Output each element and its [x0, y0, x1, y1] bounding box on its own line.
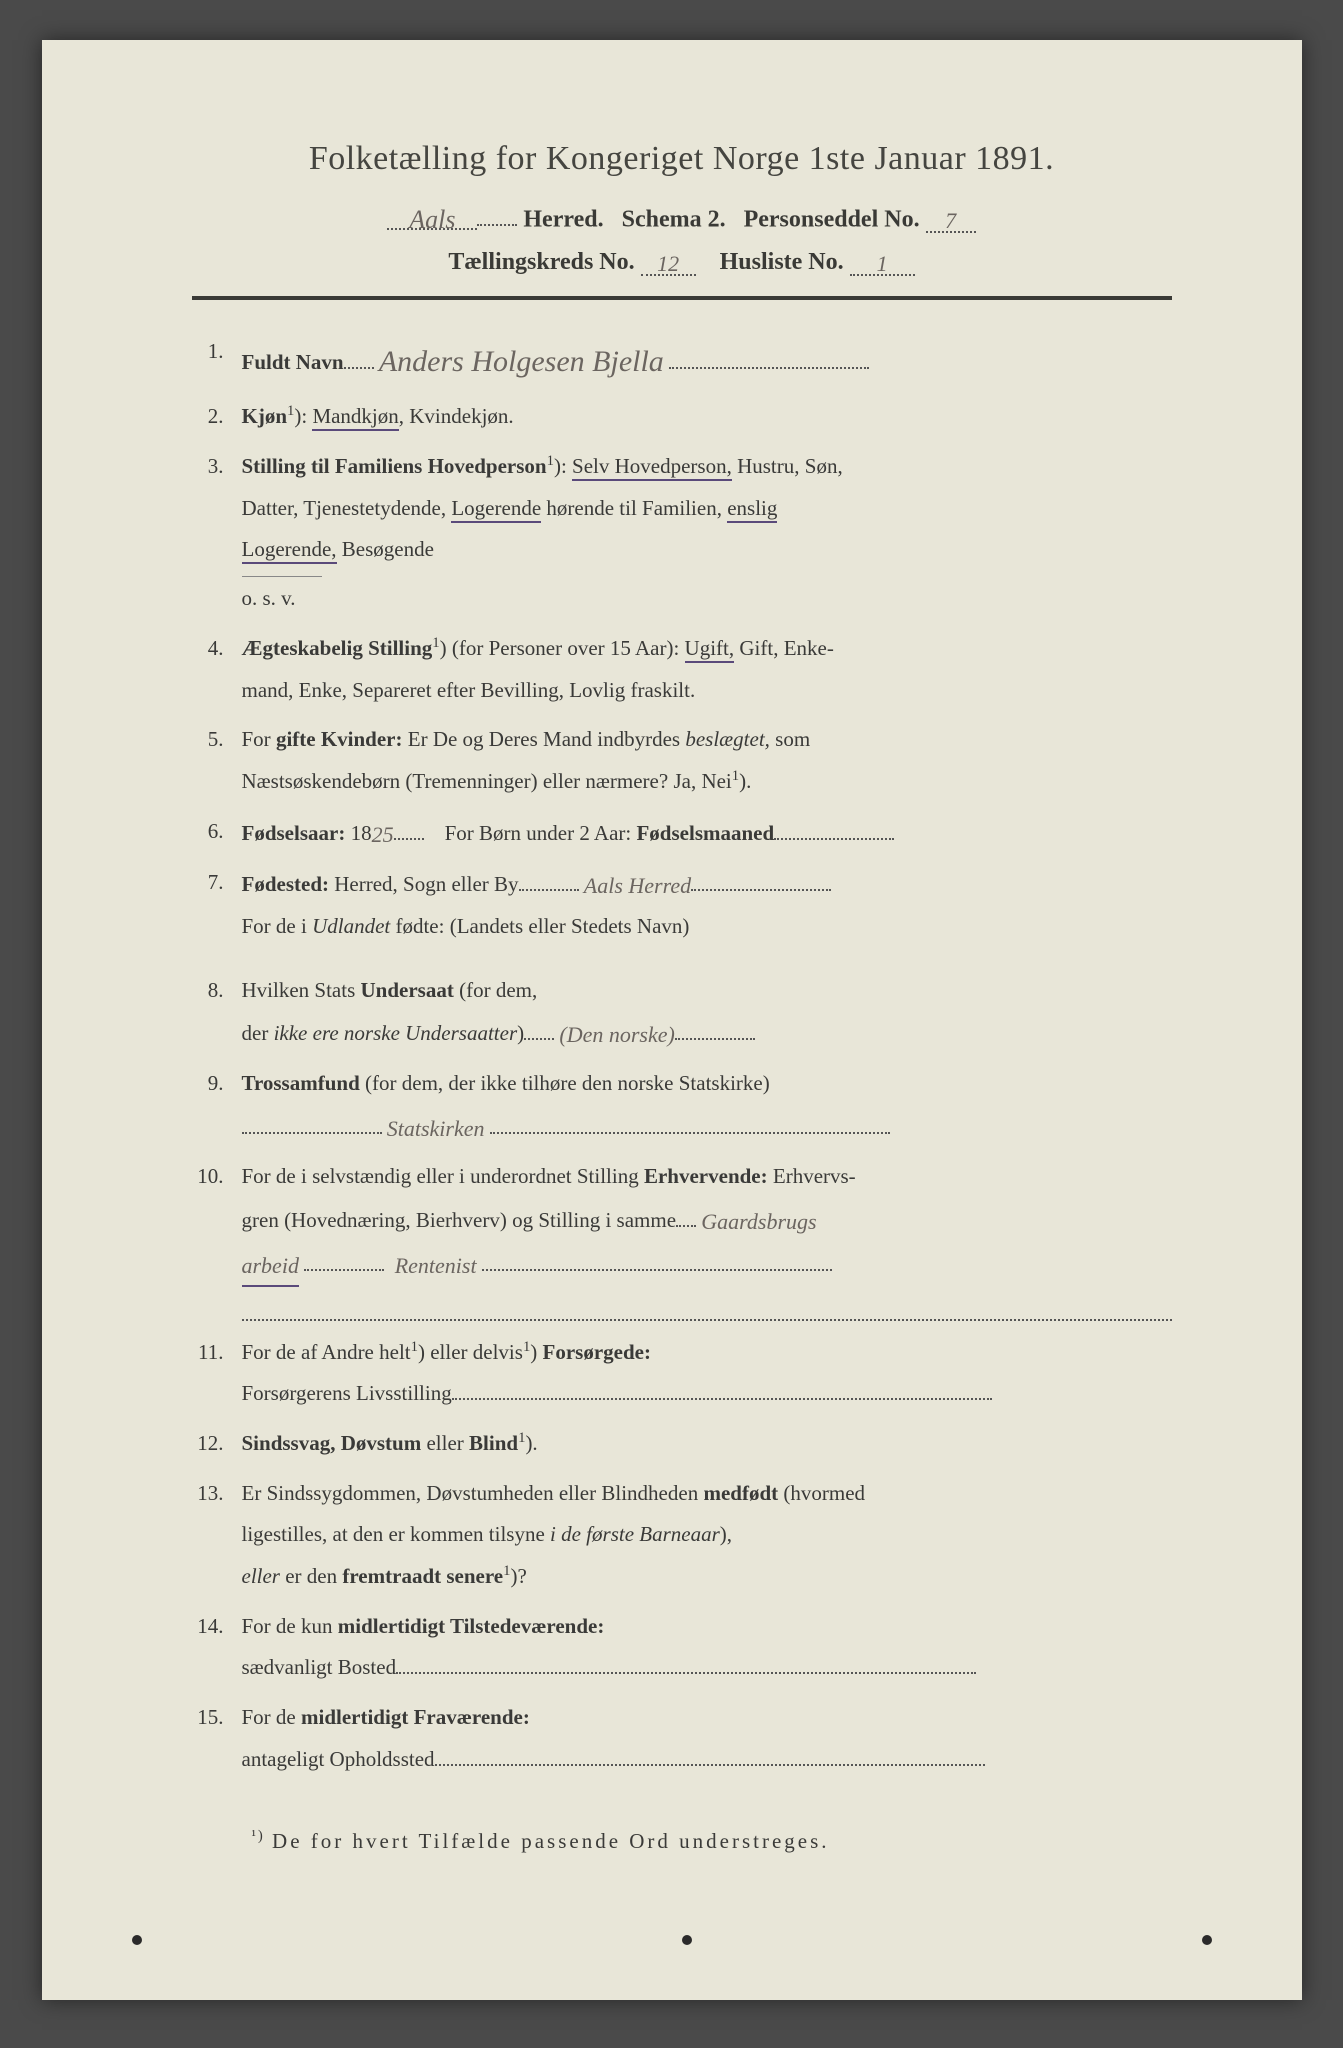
form-body: 1. Fuldt Navn Anders Holgesen Bjella 2. …: [192, 334, 1172, 1777]
birthplace: Aals Herred: [584, 867, 691, 904]
form-header: Folketælling for Kongeriget Norge 1ste J…: [192, 140, 1172, 276]
q3-label: Stilling til Familiens Hovedperson: [242, 454, 547, 478]
item-6: 6. Fødselsaar: 1825 For Børn under 2 Aar…: [192, 814, 1172, 852]
citizenship: (Den norske): [559, 1016, 674, 1053]
item-11: 11. For de af Andre helt1) eller delvis1…: [192, 1335, 1172, 1412]
kreds-label: Tællingskreds No.: [448, 249, 634, 275]
main-title: Folketælling for Kongeriget Norge 1ste J…: [192, 140, 1172, 178]
footnote: ¹) De for hvert Tilfælde passende Ord un…: [192, 1828, 1172, 1854]
personseddel-label: Personseddel No.: [744, 206, 920, 232]
item-2: 2. Kjøn1): Mandkjøn, Kvindekjøn.: [192, 399, 1172, 435]
item-9: 9. Trossamfund (for dem, der ikke tilhør…: [192, 1066, 1172, 1145]
personseddel-value: 7: [945, 208, 956, 234]
q4-label: Ægteskabelig Stilling: [242, 636, 433, 660]
occupation-1: Gaardsbrugs: [701, 1203, 816, 1240]
item-7: 7. Fødested: Herred, Sogn eller By Aals …: [192, 865, 1172, 944]
religion: Statskirken: [387, 1110, 485, 1147]
q2-mandkjon: Mandkjøn: [312, 404, 398, 431]
occupation-2: arbeid: [242, 1247, 299, 1287]
schema-label: Schema 2.: [622, 206, 726, 232]
kreds-value: 12: [657, 251, 679, 277]
item-8: 8. Hvilken Stats Undersaat (for dem, der…: [192, 973, 1172, 1052]
item-14: 14. For de kun midlertidigt Tilstedevære…: [192, 1609, 1172, 1686]
punch-hole: [682, 1935, 692, 1945]
occupation-3: Rentenist: [395, 1247, 477, 1284]
item-3: 3. Stilling til Familiens Hovedperson1):…: [192, 449, 1172, 617]
q2-label: Kjøn: [242, 404, 288, 428]
item-13: 13. Er Sindssygdommen, Døvstumheden elle…: [192, 1476, 1172, 1595]
item-1: 1. Fuldt Navn Anders Holgesen Bjella: [192, 334, 1172, 385]
header-rule: [192, 296, 1172, 300]
q3-selv: Selv Hovedperson,: [572, 454, 732, 481]
punch-hole: [1202, 1935, 1212, 1945]
q1-label: Fuldt Navn: [242, 350, 344, 374]
q1-value: Anders Holgesen Bjella: [379, 336, 664, 387]
census-form-page: Folketælling for Kongeriget Norge 1ste J…: [42, 40, 1302, 2000]
herred-label: Herred.: [523, 206, 603, 232]
subtitle-2: Tællingskreds No. 12 Husliste No. 1: [192, 249, 1172, 276]
item-12: 12. Sindssvag, Døvstum eller Blind1).: [192, 1426, 1172, 1462]
punch-hole: [132, 1935, 142, 1945]
husliste-label: Husliste No.: [720, 249, 844, 275]
item-10: 10. For de i selvstændig eller i underor…: [192, 1159, 1172, 1320]
item-5: 5. For gifte Kvinder: Er De og Deres Man…: [192, 722, 1172, 799]
birth-year: 25: [372, 816, 394, 853]
footnote-text: De for hvert Tilfælde passende Ord under…: [272, 1829, 830, 1853]
husliste-value: 1: [877, 251, 888, 277]
item-4: 4. Ægteskabelig Stilling1) (for Personer…: [192, 631, 1172, 708]
item-15: 15. For de midlertidigt Fraværende: anta…: [192, 1700, 1172, 1777]
subtitle-1: Aals Herred. Schema 2. Personseddel No. …: [192, 200, 1172, 233]
herred-value: Aals: [409, 205, 455, 235]
